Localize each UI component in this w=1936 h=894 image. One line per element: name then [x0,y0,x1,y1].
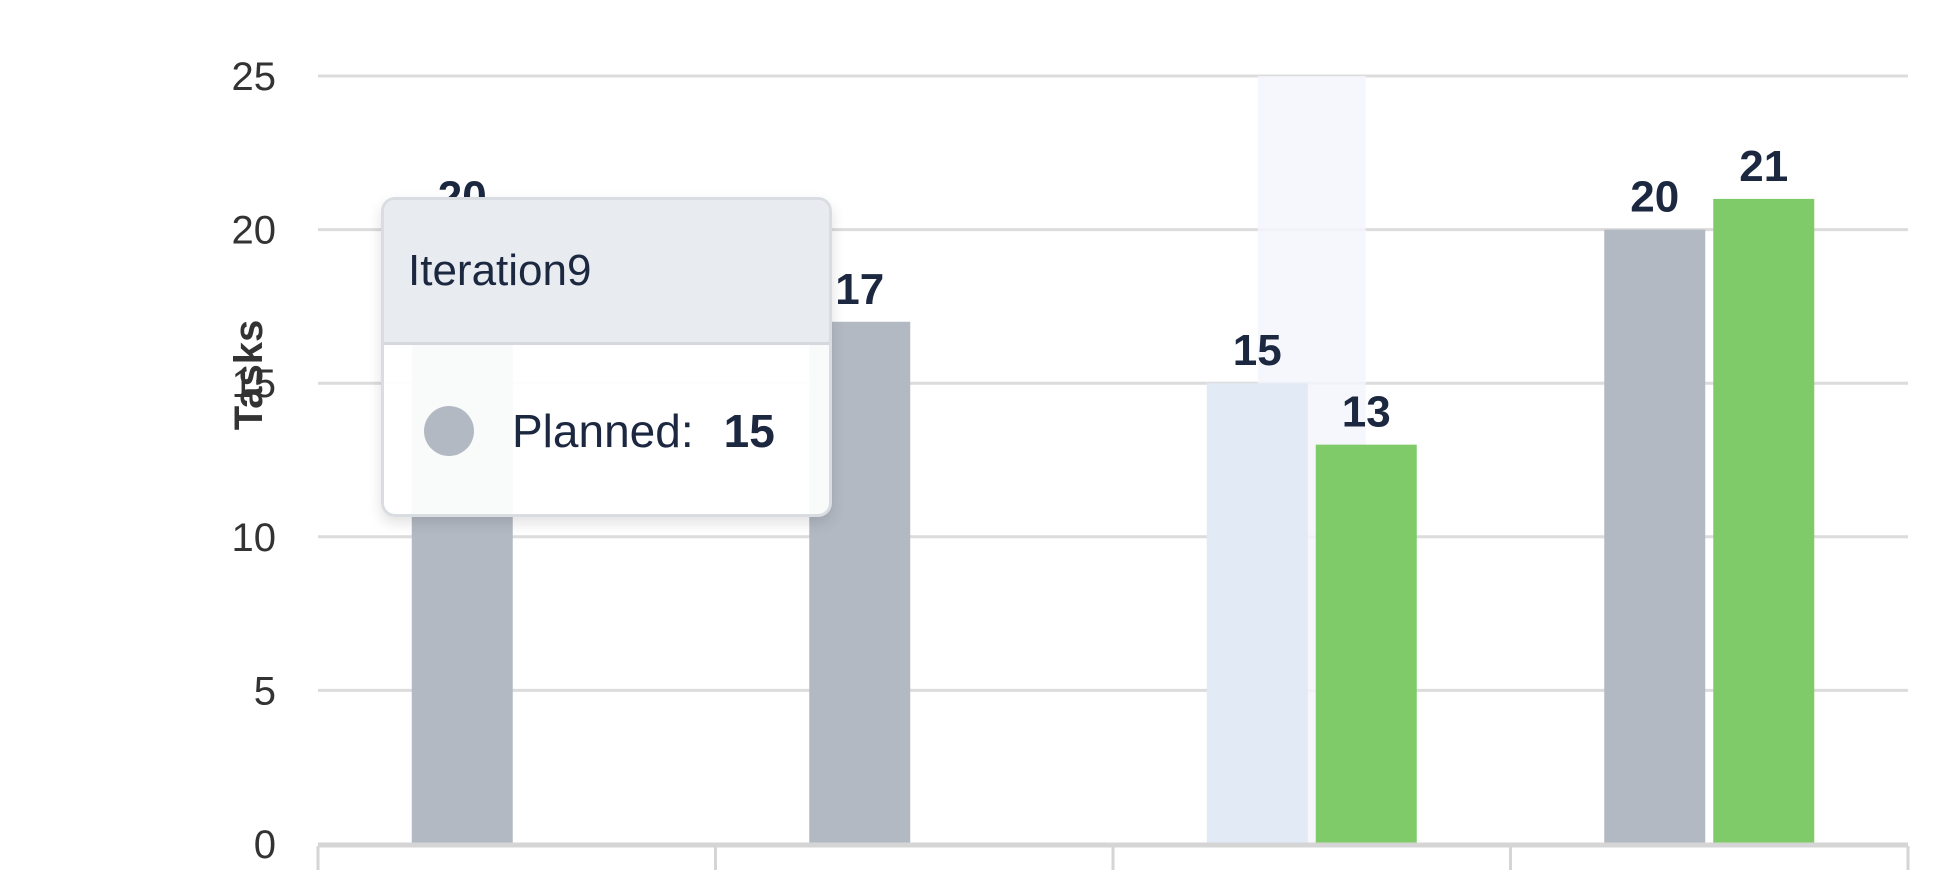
tooltip-value: 15 [723,405,775,457]
axes: 0 5 10 15 20 25 [232,55,1910,870]
bar [1713,198,1815,844]
y-tick-label: 25 [232,55,277,99]
y-tick-label: 0 [254,823,276,867]
tooltip-title: Iteration9 [384,200,829,345]
bar-value-label: 20 [1630,173,1679,222]
chart-tooltip: Iteration9 Planned: 15 [381,197,832,517]
bar-value-label: 17 [835,265,884,314]
bar-value-label: 21 [1739,142,1788,191]
bar [1315,444,1417,844]
bar [1604,229,1706,845]
bar [1206,383,1308,844]
bar-value-label: 13 [1342,388,1391,437]
tooltip-row: Planned: 15 [384,345,829,514]
tooltip-series-swatch [424,406,474,456]
y-tick-label: 10 [232,516,277,560]
y-axis-label: Tasks [227,320,271,430]
tooltip-series-label: Planned: [512,405,694,457]
y-tick-label: 5 [254,669,276,713]
y-tick-label: 15 [232,362,277,406]
y-tick-label: 20 [232,209,277,253]
bar-value-label: 15 [1233,326,1282,375]
